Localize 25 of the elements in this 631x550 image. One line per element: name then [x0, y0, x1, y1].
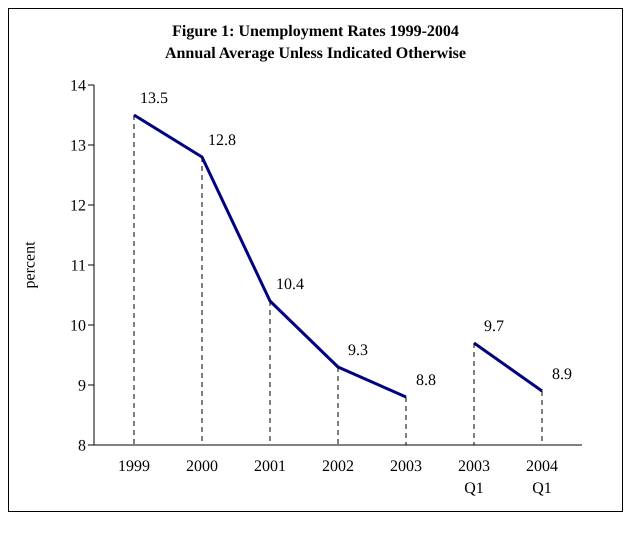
- x-tick-label: 2003: [390, 458, 422, 475]
- y-tick-label: 10: [70, 318, 86, 335]
- y-tick-label: 8: [78, 438, 86, 455]
- data-label: 9.3: [348, 342, 368, 359]
- x-tick-label: 2001: [254, 458, 286, 475]
- y-axis-title: percent: [22, 240, 39, 289]
- data-label: 13.5: [140, 90, 168, 107]
- chart-title: Figure 1: Unemployment Rates 1999-2004: [171, 22, 460, 42]
- line-series: [132, 114, 408, 398]
- data-label: 8.9: [552, 366, 572, 383]
- data-label: 10.4: [276, 276, 304, 293]
- x-tick-label: 2004 Q1: [526, 458, 558, 497]
- data-label: 9.7: [484, 318, 504, 335]
- chart-subtitle: Annual Average Unless Indicated Otherwise: [164, 44, 468, 64]
- y-tick-label: 14: [70, 78, 86, 95]
- y-tick-label: 12: [70, 198, 86, 215]
- y-tick-label: 11: [70, 258, 86, 275]
- y-tick-label: 9: [78, 378, 86, 395]
- x-tick-label: 1999: [118, 458, 150, 475]
- x-tick-label: 2003 Q1: [458, 458, 490, 497]
- data-label: 12.8: [208, 132, 236, 149]
- x-tick-label: 2000: [186, 458, 218, 475]
- data-label: 8.8: [416, 372, 436, 389]
- x-tick-label: 2002: [322, 458, 354, 475]
- y-tick-label: 13: [70, 138, 86, 155]
